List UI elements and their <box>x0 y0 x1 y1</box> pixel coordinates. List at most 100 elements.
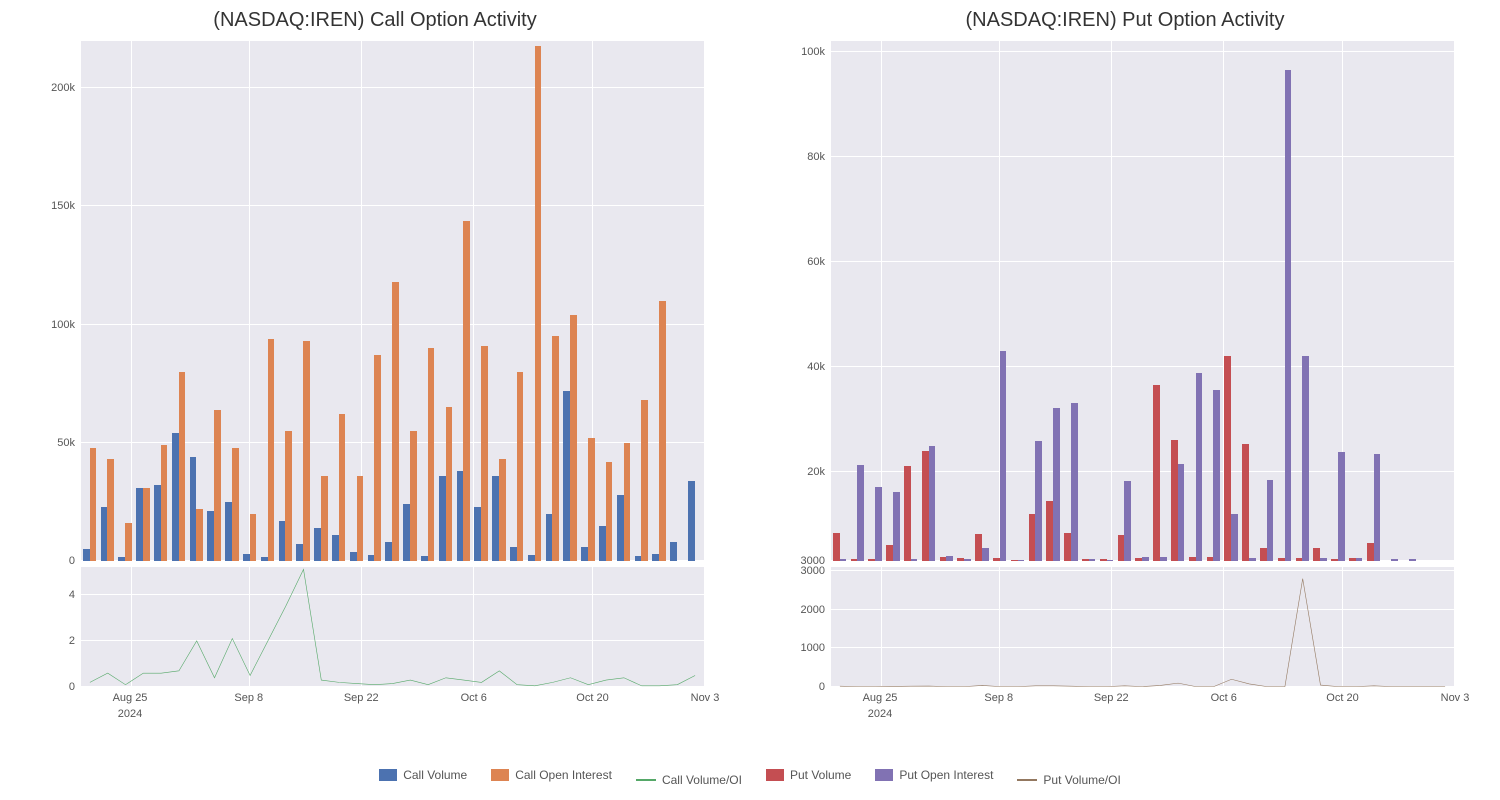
bar <box>982 548 989 561</box>
xtick-label: Oct 6 <box>1211 692 1237 704</box>
bar <box>1153 385 1160 561</box>
bar <box>499 459 506 561</box>
bar <box>1000 351 1007 561</box>
legend-swatch <box>379 769 397 781</box>
legend-label: Call Volume <box>403 760 467 790</box>
ytick-label: 3000 <box>801 565 831 577</box>
bar <box>1207 557 1214 561</box>
bar <box>868 559 875 561</box>
bar <box>1011 560 1018 561</box>
bar <box>840 559 847 561</box>
bar <box>1367 543 1374 561</box>
bar <box>350 552 357 561</box>
left-title: (NASDAQ:IREN) Call Option Activity <box>25 0 725 40</box>
bar <box>1053 408 1060 561</box>
xtick-label: Sep 8 <box>234 692 263 704</box>
bar <box>1374 454 1381 561</box>
ytick-label: 20k <box>807 466 831 478</box>
bar <box>851 559 858 561</box>
bar <box>1196 373 1203 561</box>
bar <box>1135 558 1142 561</box>
bar <box>1189 557 1196 561</box>
ytick-label: 1000 <box>801 642 831 654</box>
bar <box>922 451 929 561</box>
bar <box>833 533 840 561</box>
bar <box>1118 535 1125 561</box>
bar <box>1178 464 1185 561</box>
bar <box>190 457 197 561</box>
right-upper-plot: 300020k40k60k80k100k <box>830 40 1455 562</box>
bar <box>136 488 143 561</box>
bar <box>1278 558 1285 561</box>
bar <box>481 346 488 561</box>
bar <box>893 492 900 561</box>
bar <box>261 557 268 561</box>
ytick-label: 60k <box>807 256 831 268</box>
right-panel: (NASDAQ:IREN) Put Option Activity 300020… <box>775 0 1475 760</box>
bar <box>1213 390 1220 561</box>
bar <box>279 521 286 561</box>
right-x-axis: Aug 252024Sep 8Sep 22Oct 6Oct 20Nov 3 <box>830 688 1455 748</box>
bar <box>179 372 186 561</box>
bar <box>357 476 364 561</box>
bar <box>101 507 108 561</box>
bar <box>1160 557 1167 561</box>
bar <box>1171 440 1178 561</box>
bar <box>392 282 399 561</box>
ytick-label: 100k <box>51 319 81 331</box>
bar <box>957 558 964 561</box>
right-title: (NASDAQ:IREN) Put Option Activity <box>775 0 1475 40</box>
bar <box>428 348 435 561</box>
bar <box>1302 356 1309 561</box>
ytick-label: 40k <box>807 361 831 373</box>
bar <box>474 507 481 561</box>
bar <box>214 410 221 561</box>
bar <box>118 557 125 561</box>
ytick-label: 4 <box>69 589 81 601</box>
bar <box>385 542 392 561</box>
bar <box>1260 548 1267 561</box>
ytick-label: 150k <box>51 200 81 212</box>
bar <box>1064 533 1071 561</box>
xtick-label: Oct 6 <box>461 692 487 704</box>
bar <box>268 339 275 561</box>
bar <box>599 526 606 561</box>
legend: Call VolumeCall Open InterestCall Volume… <box>0 760 1500 790</box>
xtick-label: Nov 3 <box>691 692 720 704</box>
chart-container: (NASDAQ:IREN) Call Option Activity 050k1… <box>0 0 1500 760</box>
xtick-sublabel: 2024 <box>118 708 142 720</box>
bar <box>243 554 250 561</box>
bar <box>339 414 346 561</box>
bar <box>670 542 677 561</box>
bar <box>570 315 577 561</box>
bar <box>1231 514 1238 561</box>
bar <box>492 476 499 561</box>
bar <box>1391 559 1398 561</box>
xtick-label: Aug 25 <box>113 692 148 704</box>
bar <box>588 438 595 561</box>
bar <box>296 544 303 561</box>
bar <box>606 462 613 561</box>
xtick-label: Sep 22 <box>1094 692 1129 704</box>
ytick-label: 2000 <box>801 604 831 616</box>
bar <box>546 514 553 561</box>
legend-item: Call Volume/OI <box>636 765 742 795</box>
bar <box>1035 441 1042 561</box>
bar <box>857 465 864 561</box>
bar <box>463 221 470 561</box>
bar <box>143 488 150 561</box>
bar <box>517 372 524 561</box>
bar <box>1089 559 1096 561</box>
bar <box>410 431 417 561</box>
bar <box>659 301 666 561</box>
bar <box>303 341 310 561</box>
bar <box>535 46 542 561</box>
bar <box>1224 356 1231 561</box>
xtick-label: Oct 20 <box>576 692 608 704</box>
bar <box>403 504 410 561</box>
bar <box>1124 481 1131 561</box>
bar <box>581 547 588 561</box>
right-lower-plot: 0100020003000 <box>830 566 1455 688</box>
xtick-sublabel: 2024 <box>868 708 892 720</box>
bar <box>368 555 375 561</box>
